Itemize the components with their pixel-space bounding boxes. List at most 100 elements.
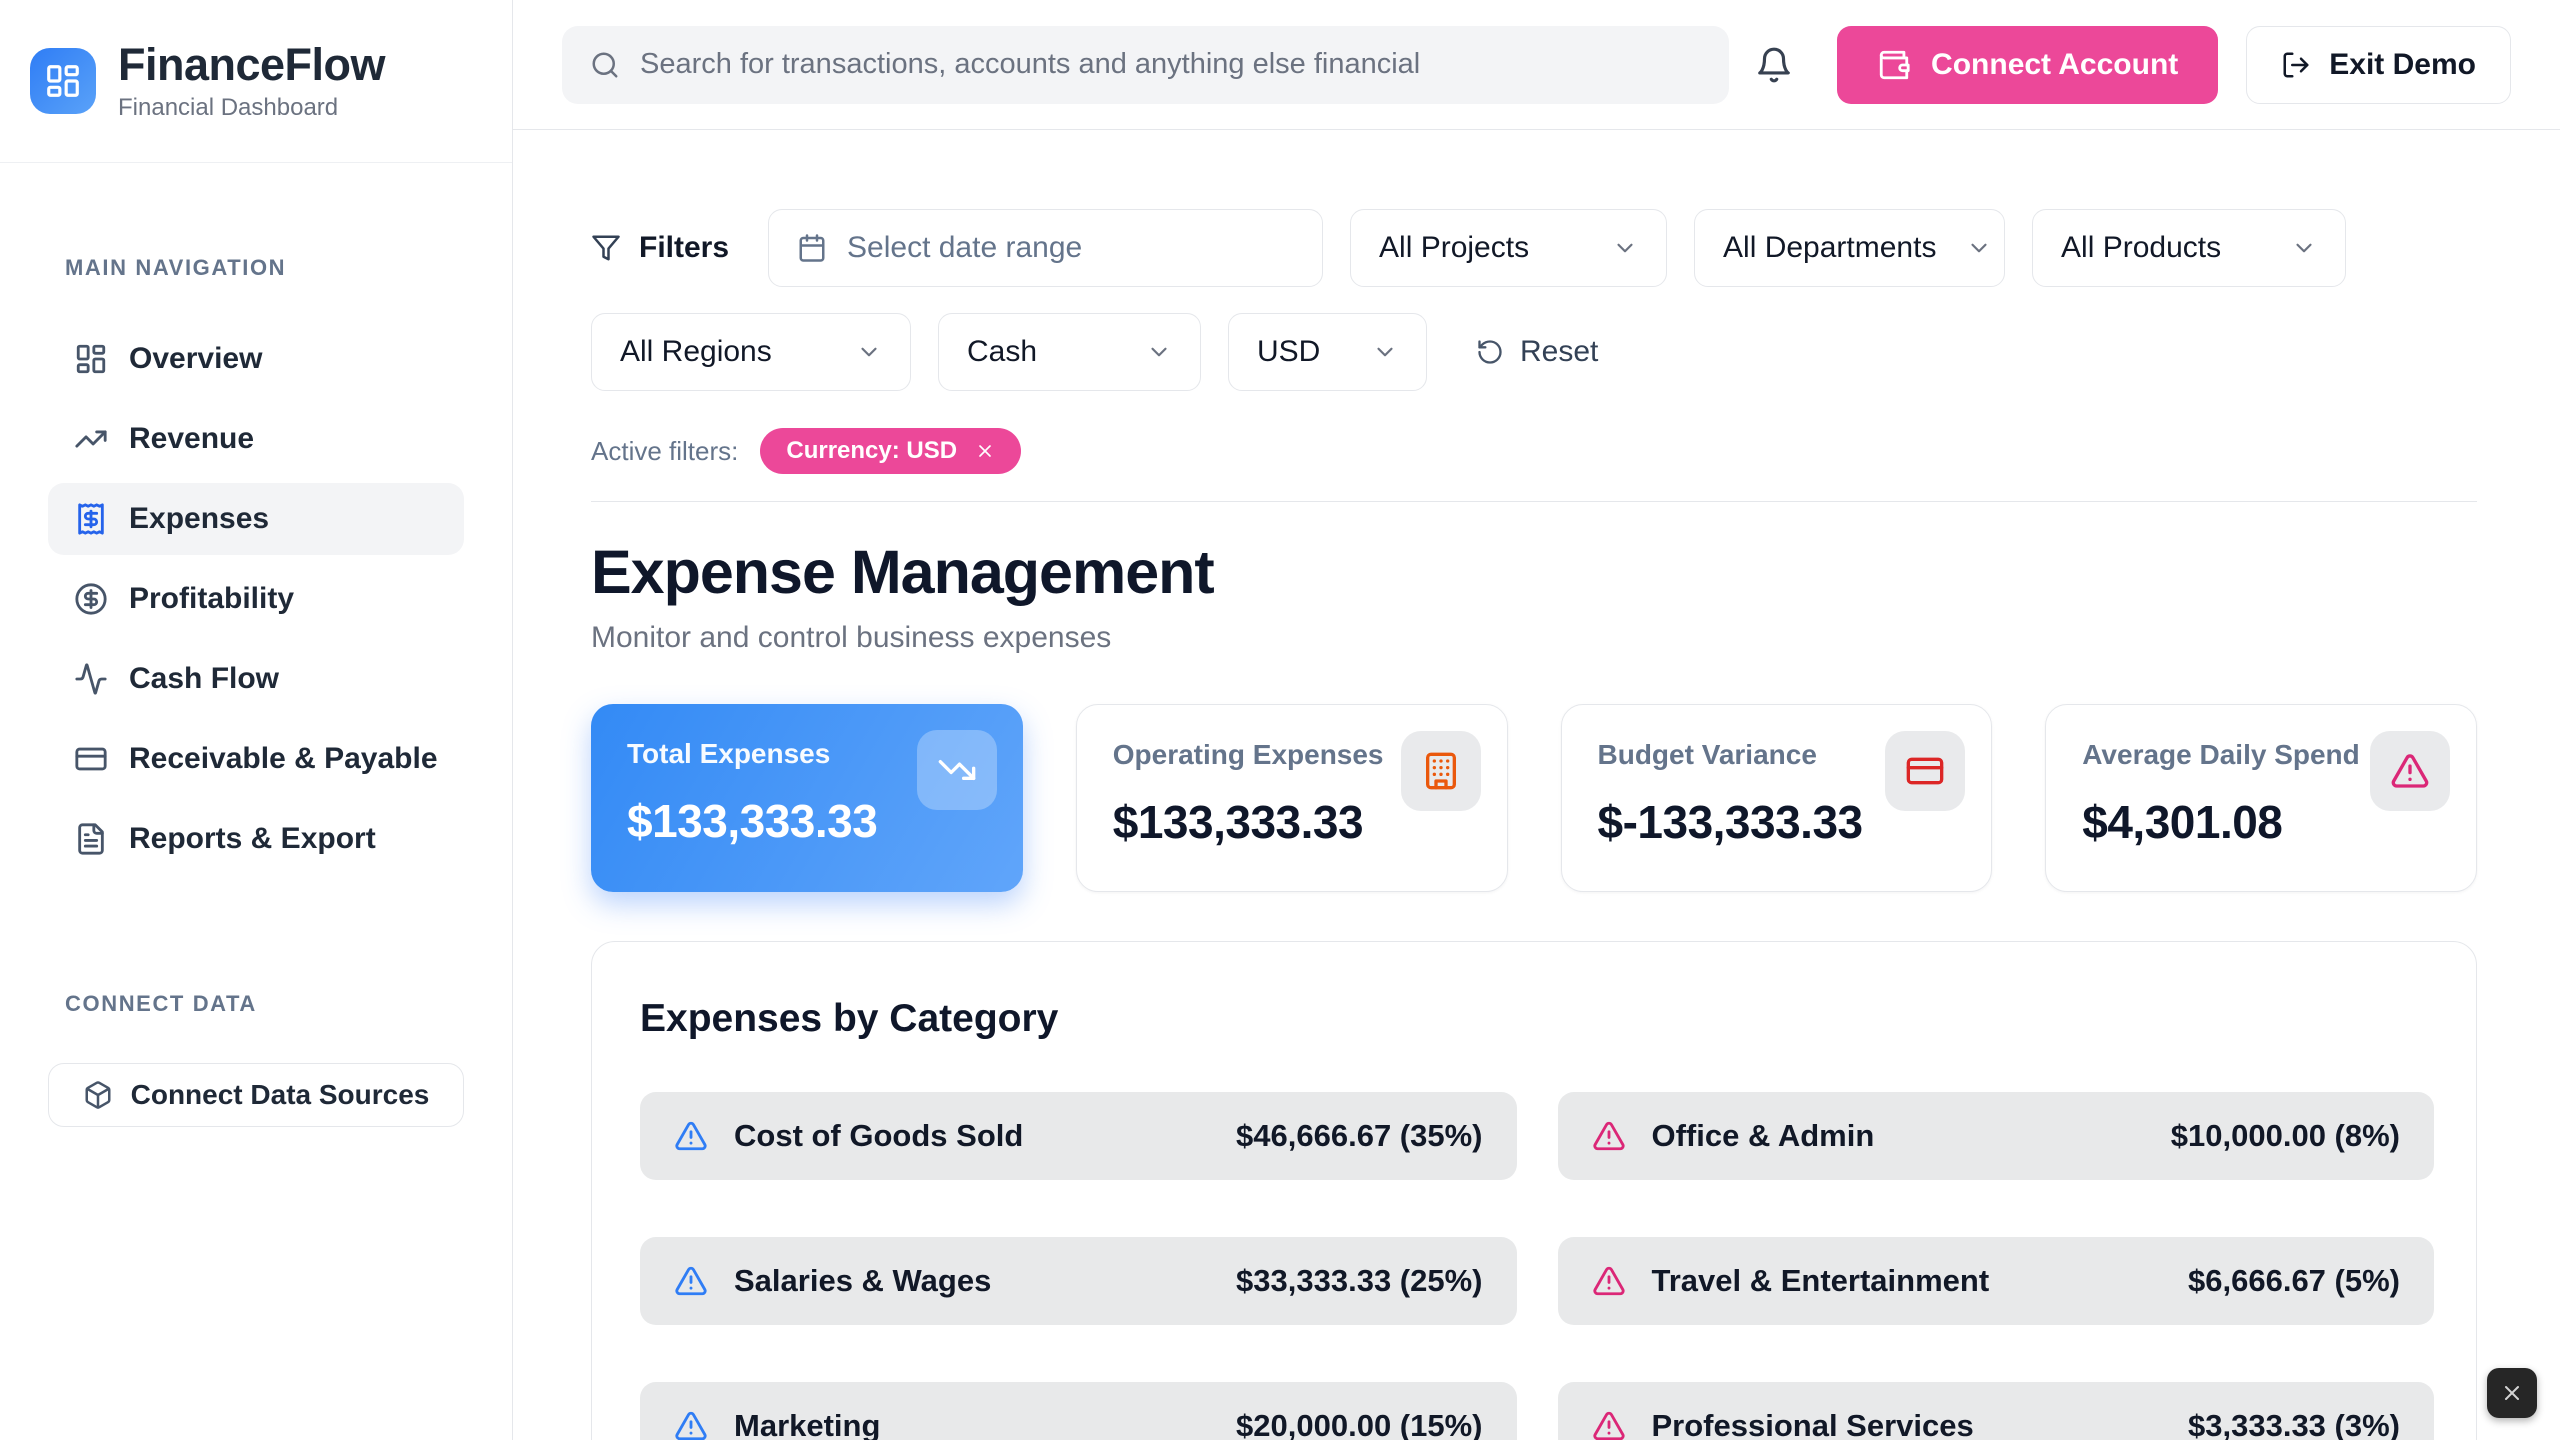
triangle-alert-icon [1592,1409,1626,1440]
panel-heading: Expenses by Category [640,997,1059,1040]
wallet-icon [1877,48,1911,82]
app-title: FinanceFlow [118,38,386,90]
calendar-icon [797,233,827,263]
sidebar-item-label: Receivable & Payable [129,742,438,775]
products-select-value: All Products [2061,231,2222,264]
sidebar-item-reports-export[interactable]: Reports & Export [48,803,464,875]
connect-account-label: Connect Account [1931,47,2179,81]
chevron-down-icon [1966,235,1992,261]
sidebar: FinanceFlow Financial Dashboard MAIN NAV… [0,0,513,1440]
projects-select-value: All Projects [1379,231,1530,264]
chevron-down-icon [1146,339,1172,365]
chevron-down-icon [856,339,882,365]
stat-icon-box [916,730,997,810]
close-icon [2500,1381,2524,1405]
close-overlay-button[interactable] [2487,1368,2537,1418]
search-input[interactable] [640,48,1702,81]
sidebar-item-revenue[interactable]: Revenue [48,403,464,475]
stat-value: $-133,333.33 [1597,796,1864,848]
app-tagline: Financial Dashboard [118,94,339,122]
search-box [562,25,1730,104]
stat-icon-box [1400,731,1481,811]
layout-dashboard-icon [74,342,108,376]
triangle-alert-icon [674,1264,708,1298]
page-title: Expense Management [591,538,1215,606]
category-name: Office & Admin [1651,1118,1875,1153]
category-name: Salaries & Wages [734,1263,992,1298]
chevron-down-icon [1372,339,1398,365]
sidebar-item-label: Revenue [129,422,255,455]
date-range-picker[interactable] [768,209,1324,287]
category-row-cost-of-goods-sold: Cost of Goods Sold $46,666.67 (35%) [640,1092,1517,1180]
regions-select[interactable]: All Regions [591,313,911,391]
credit-card-icon [74,742,108,776]
category-name: Travel & Entertainment [1651,1263,1990,1298]
currency-select[interactable]: USD [1228,313,1427,391]
nav-heading: MAIN NAVIGATION [65,255,287,280]
sidebar-item-cash-flow[interactable]: Cash Flow [48,643,464,715]
category-row-professional-services: Professional Services $3,333.33 (3%) [1557,1382,2434,1440]
activity-icon [74,662,108,696]
category-value: $10,000.00 (8%) [2170,1118,2400,1153]
main-content: Filters All Projects All Departments All… [513,130,2560,1440]
category-row-salaries-wages: Salaries & Wages $33,333.33 (25%) [640,1237,1517,1325]
package-icon [83,1080,113,1110]
stat-cards: Total Expenses $133,333.33 Operating Exp… [591,704,2477,892]
departments-select[interactable]: All Departments [1694,209,2006,287]
search-icon [590,50,620,80]
date-range-input[interactable] [847,231,1295,265]
trending-up-icon [74,422,108,456]
category-value: $33,333.33 (25%) [1236,1263,1483,1298]
category-value: $46,666.67 (35%) [1236,1118,1483,1153]
stat-label: Operating Expenses [1112,739,1384,770]
brand-header: FinanceFlow Financial Dashboard [0,0,512,163]
sidebar-item-receivable-payable[interactable]: Receivable & Payable [48,723,464,795]
stat-icon-box [1885,731,1966,811]
category-row-marketing: Marketing $20,000.00 (15%) [640,1382,1517,1440]
stat-icon-box [2370,731,2450,811]
stat-label: Budget Variance [1597,739,1817,770]
sidebar-item-profitability[interactable]: Profitability [48,563,464,635]
expenses-by-category-panel: Expenses by Category Cost of Goods Sold … [591,941,2477,1440]
connect-data-section: CONNECT DATA Connect Data Sources [0,991,512,1127]
currency-filter-chip: Currency: USD [760,428,1022,474]
sidebar-item-label: Overview [129,342,263,375]
sidebar-item-overview[interactable]: Overview [48,323,464,395]
stat-label: Total Expenses [627,738,831,769]
connect-data-sources-button[interactable]: Connect Data Sources [48,1063,464,1127]
connect-account-button[interactable]: Connect Account [1837,25,2219,104]
projects-select[interactable]: All Projects [1350,209,1668,287]
stat-card-budget-variance[interactable]: Budget Variance $-133,333.33 [1560,704,1993,892]
stat-card-average-daily-spend[interactable]: Average Daily Spend $4,301.08 [2045,704,2477,892]
accounting-basis-select[interactable]: Cash [938,313,1201,391]
filters-label-text: Filters [639,231,730,264]
exit-demo-button[interactable]: Exit Demo [2246,25,2511,104]
category-value: $20,000.00 (15%) [1236,1408,1483,1440]
category-value: $6,666.67 (5%) [2188,1263,2400,1298]
chevron-down-icon [1612,235,1638,261]
stat-card-operating-expenses[interactable]: Operating Expenses $133,333.33 [1075,704,1508,892]
rotate-ccw-icon [1476,338,1504,366]
building-icon [1421,751,1461,791]
regions-select-value: All Regions [620,335,772,368]
sidebar-item-label: Cash Flow [129,662,280,695]
file-text-icon [74,822,108,856]
topbar: Connect Account Exit Demo [513,0,2560,130]
sidebar-item-expenses[interactable]: Expenses [48,483,464,555]
category-name: Marketing [734,1408,881,1440]
category-row-travel-entertainment: Travel & Entertainment $6,666.67 (5%) [1557,1237,2434,1325]
products-select[interactable]: All Products [2032,209,2347,287]
stat-card-total-expenses[interactable]: Total Expenses $133,333.33 [591,704,1023,892]
receipt-icon [74,502,108,536]
main-navigation: MAIN NAVIGATION Overview Revenue Expense… [0,163,512,875]
category-grid: Cost of Goods Sold $46,666.67 (35%) Offi… [640,1092,2434,1440]
page-subtitle: Monitor and control business expenses [591,621,1112,654]
reset-filters-button[interactable]: Reset [1476,335,1598,369]
currency-select-value: USD [1257,335,1321,368]
chip-close-icon[interactable] [975,441,995,461]
stat-value: $4,301.08 [2082,796,2283,848]
sidebar-item-label: Expenses [129,502,270,535]
departments-select-value: All Departments [1723,231,1937,264]
notifications-bell-icon[interactable] [1755,46,1793,84]
triangle-alert-icon [1592,1119,1626,1153]
